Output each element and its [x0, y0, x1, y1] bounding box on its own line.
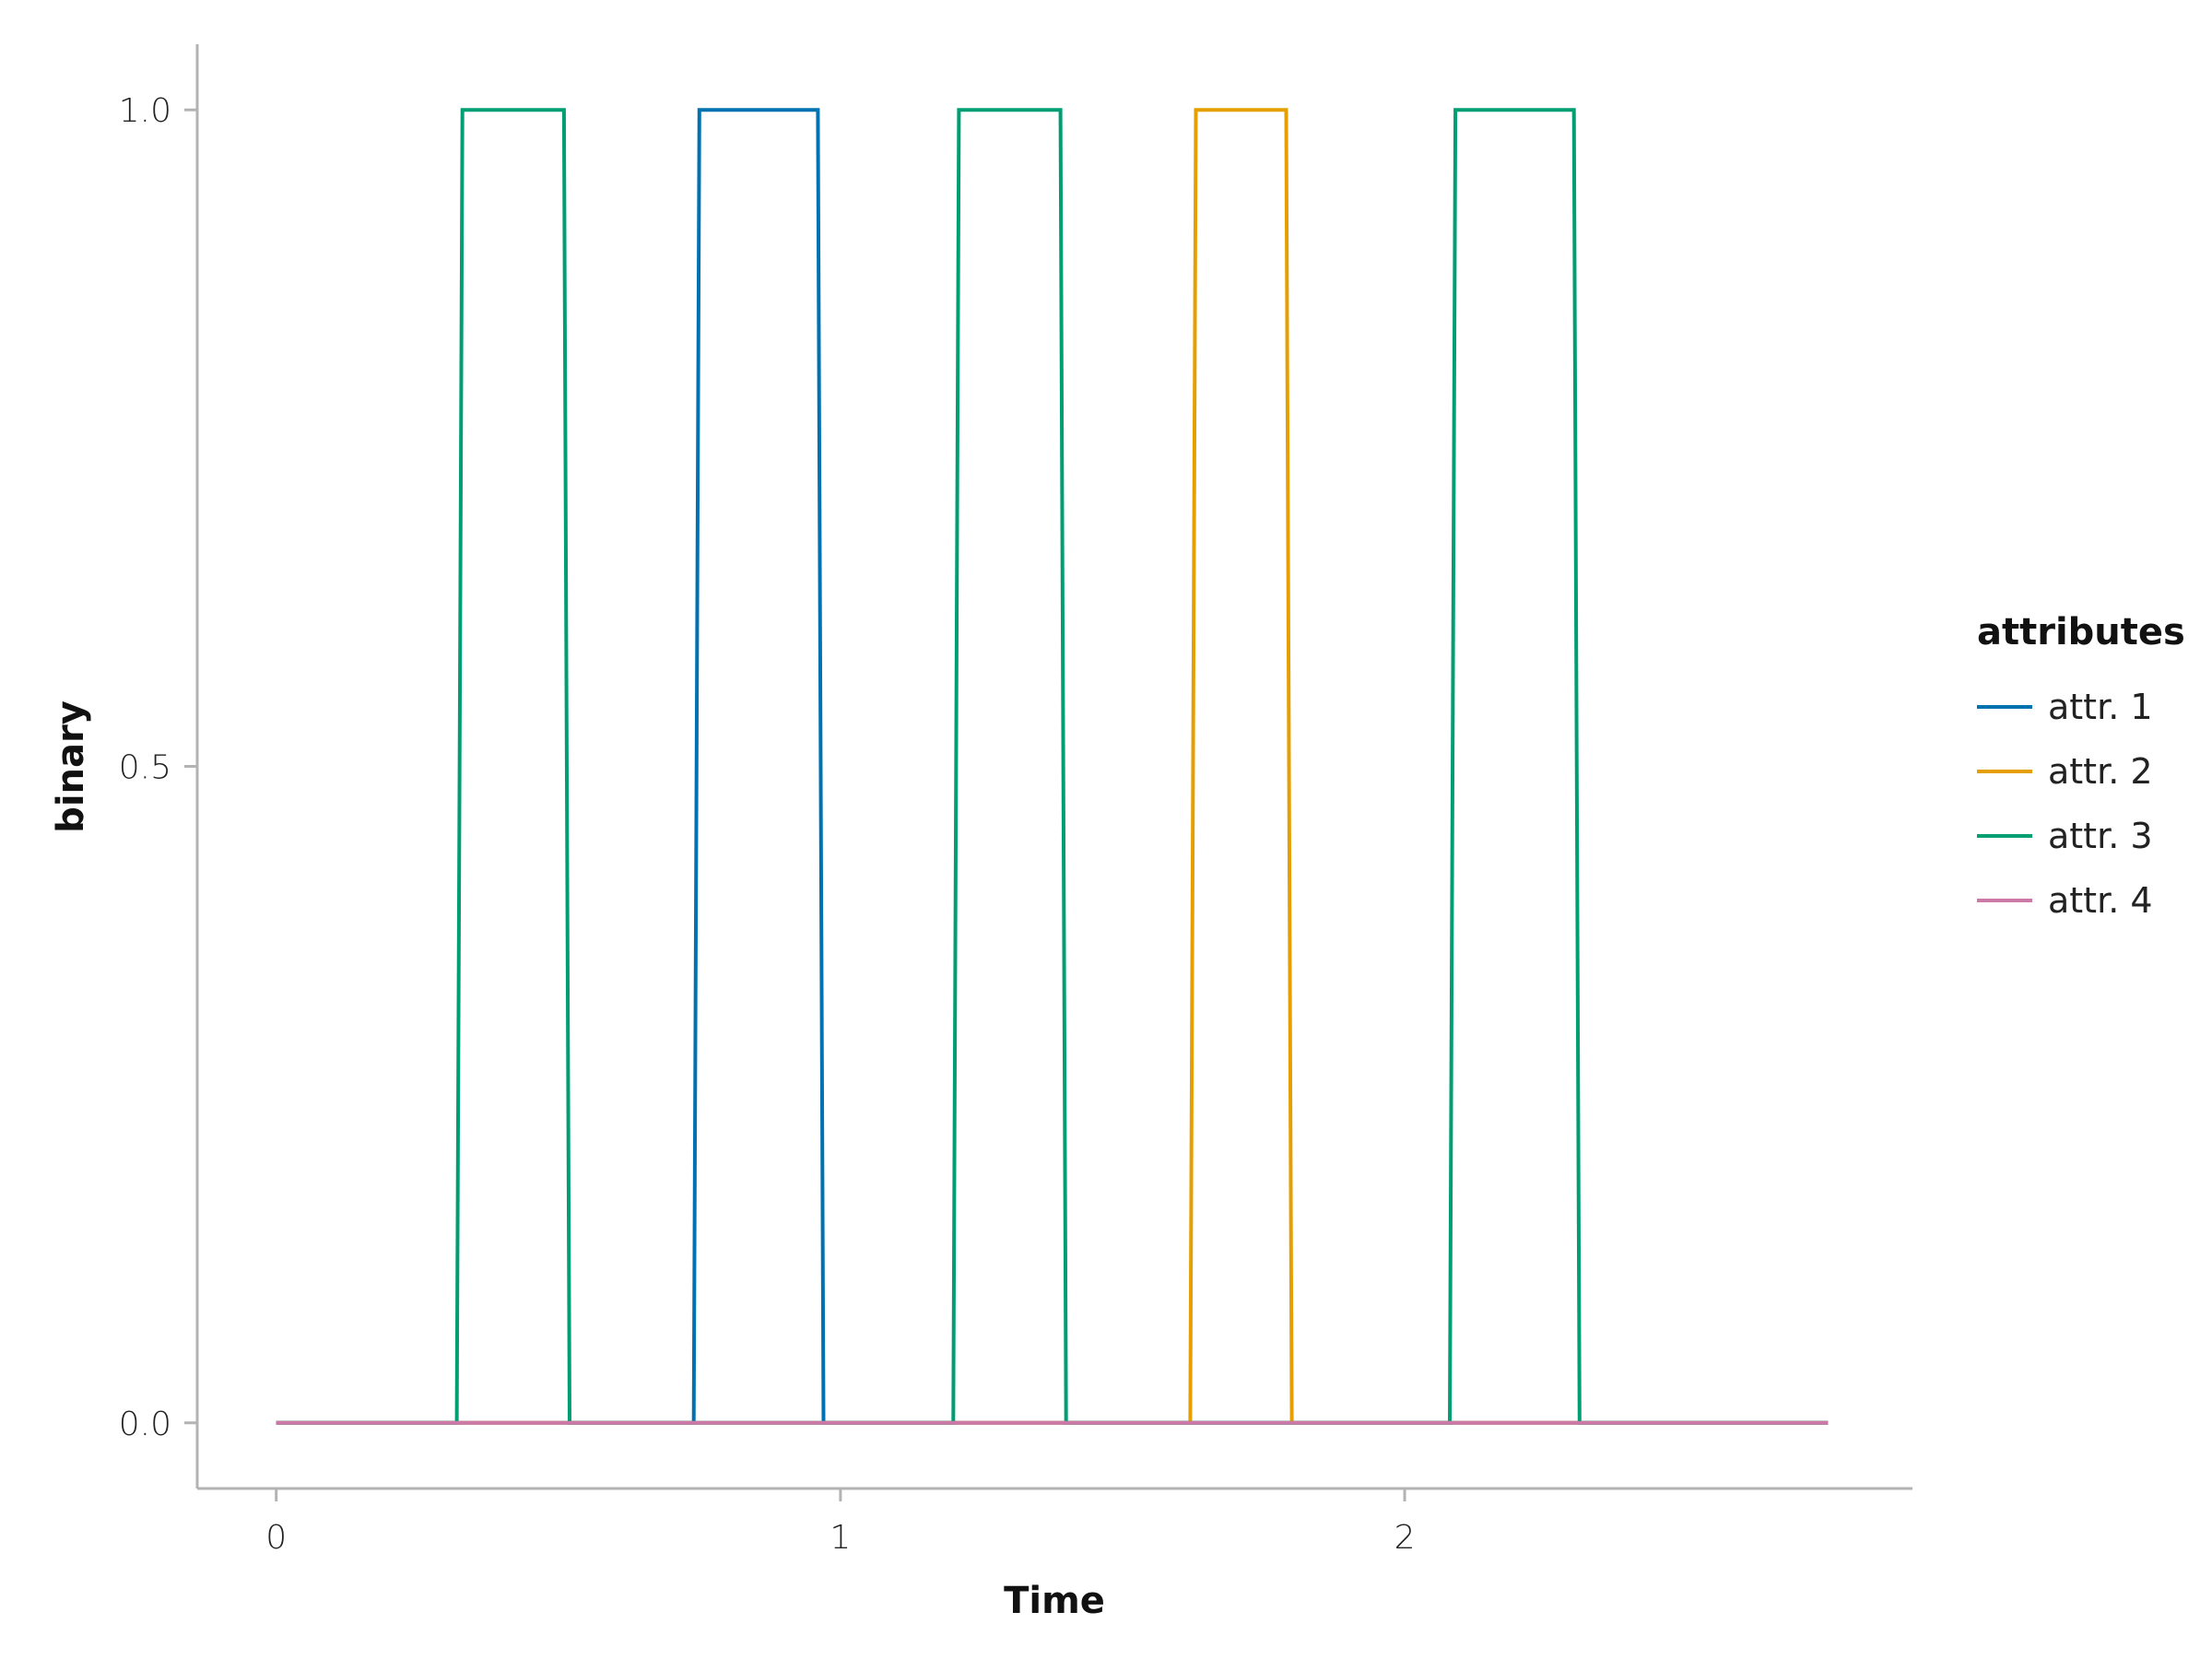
legend-label: attr. 2: [2048, 751, 2153, 792]
y-tick-label: 0.5: [119, 749, 171, 787]
series-line-attr-3: [276, 108, 1829, 1425]
ticks: 0 1 2 0.0 0.5 1.0: [119, 92, 1416, 1557]
x-tick-label: 1: [830, 1519, 851, 1557]
x-tick-label: 0: [265, 1519, 287, 1557]
legend-label: attr. 4: [2048, 880, 2153, 921]
series-line-attr-2: [276, 108, 1829, 1425]
y-axis-title: binary: [50, 700, 92, 833]
y-tick-label: 1.0: [119, 92, 171, 130]
legend-label: attr. 3: [2048, 816, 2153, 856]
legend-label: attr. 1: [2048, 687, 2153, 727]
y-tick-label: 0.0: [119, 1406, 171, 1443]
legend-items: attr. 1 attr. 2 attr. 3 attr. 4: [1977, 687, 2153, 921]
x-axis-title: Time: [1004, 1580, 1105, 1622]
series-lines: [276, 108, 1829, 1425]
legend-title: attributes: [1977, 611, 2185, 653]
x-tick-label: 2: [1394, 1519, 1416, 1557]
axes: [195, 44, 1912, 1490]
legend: attributes attr. 1 attr. 2 attr. 3 attr. 4: [1977, 611, 2185, 921]
series-line-attr-1: [276, 108, 1829, 1425]
